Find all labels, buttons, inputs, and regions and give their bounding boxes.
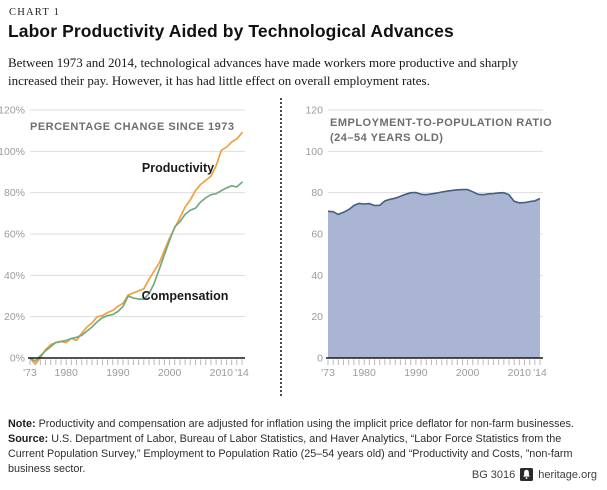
chart-number: CHART 1	[9, 7, 61, 18]
figure-area: 0% 20% 40% 60% 80% 100% 120% '73 1980 1990 2000 201…	[0, 98, 607, 405]
source-text: U.S. Department of Labor, Bureau of Labo…	[8, 433, 573, 476]
brand-line: BG 3016 heritage.org	[472, 468, 597, 481]
svg-text:2010: 2010	[508, 367, 532, 379]
svg-text:'73: '73	[23, 367, 37, 379]
employment-ratio-chart: 0 20 40 60 80 100 120 '73 1980 1990 2000 2010'14	[305, 105, 547, 380]
svg-text:100%: 100%	[0, 146, 25, 158]
svg-text:2000: 2000	[158, 367, 182, 379]
note-text: Productivity and compensation are adjust…	[35, 418, 574, 430]
svg-text:1980: 1980	[353, 367, 377, 379]
productivity-series-label: Productivity	[141, 161, 215, 175]
svg-text:'73: '73	[321, 367, 335, 379]
chart-divider	[280, 98, 282, 396]
svg-text:'14: '14	[235, 367, 249, 379]
svg-text:40%: 40%	[4, 270, 25, 282]
svg-text:60: 60	[311, 229, 323, 241]
compensation-series-label: Compensation	[141, 289, 229, 303]
svg-text:0: 0	[317, 353, 323, 365]
svg-text:120%: 120%	[0, 105, 25, 117]
svg-text:1980: 1980	[55, 367, 79, 379]
page-title: Labor Productivity Aided by Technologica…	[8, 21, 454, 41]
source-line: Source: U.S. Department of Labor, Bureau…	[8, 432, 586, 477]
svg-text:20: 20	[311, 311, 323, 323]
svg-text:60%: 60%	[4, 229, 25, 241]
svg-text:100: 100	[305, 146, 323, 158]
svg-text:80: 80	[311, 187, 323, 199]
svg-text:40: 40	[311, 270, 323, 282]
note-line: Note: Productivity and compensation are …	[8, 417, 586, 432]
right-chart-title: EMPLOYMENT-TO-POPULATION RATIO (24–54 YE…	[330, 116, 552, 145]
svg-text:1990: 1990	[106, 367, 130, 379]
report-id: BG 3016	[471, 468, 516, 481]
note-label: Note:	[8, 418, 36, 430]
source-label: Source:	[8, 433, 49, 446]
svg-text:1990: 1990	[404, 367, 428, 379]
percentage-change-chart: 0% 20% 40% 60% 80% 100% 120% '73 1980 1990 2000 201…	[0, 105, 249, 380]
svg-text:20%: 20%	[4, 311, 25, 323]
chart-description: Between 1973 and 2014, technological adv…	[8, 55, 519, 88]
svg-text:120: 120	[305, 105, 323, 117]
left-chart-title: PERCENTAGE CHANGE SINCE 1973	[30, 121, 235, 133]
svg-text:0%: 0%	[10, 353, 25, 365]
right-chart-title-line1: EMPLOYMENT-TO-POPULATION RATIO	[330, 117, 553, 129]
site-url: heritage.org	[538, 468, 597, 481]
svg-text:80%: 80%	[4, 187, 25, 199]
svg-text:2010: 2010	[210, 367, 234, 379]
svg-text:'14: '14	[533, 367, 547, 379]
svg-text:2000: 2000	[456, 367, 480, 379]
heritage-bell-icon	[520, 468, 534, 481]
right-chart-title-line2: (24–54 YEARS OLD)	[330, 131, 444, 144]
footnotes: Note: Productivity and compensation are …	[8, 417, 586, 477]
